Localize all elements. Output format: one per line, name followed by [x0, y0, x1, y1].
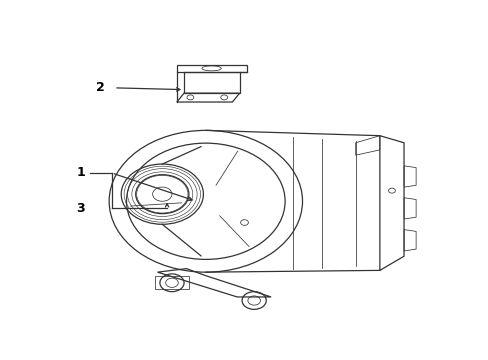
Text: 2: 2 [95, 81, 104, 94]
Text: 1: 1 [76, 166, 85, 179]
Text: 3: 3 [76, 202, 85, 215]
